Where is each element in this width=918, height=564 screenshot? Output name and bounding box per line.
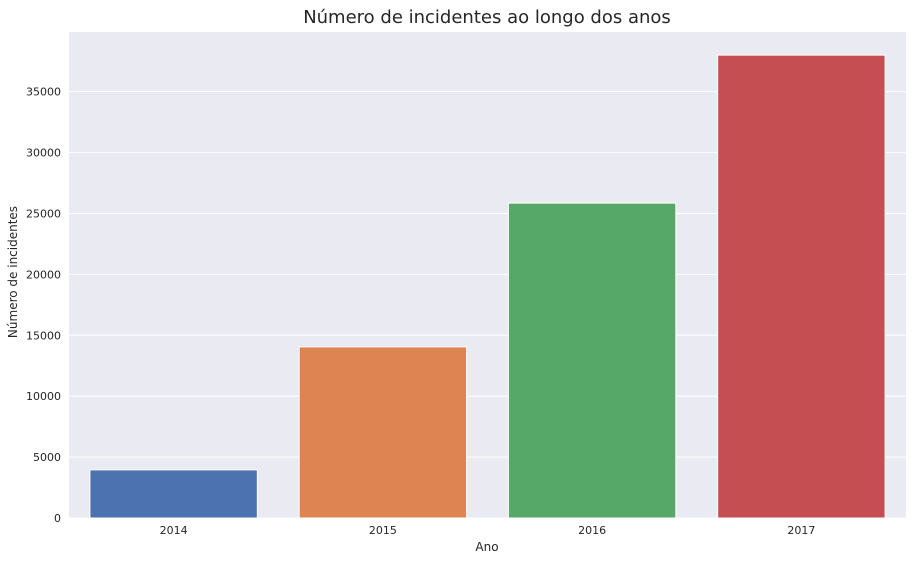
x-axis-ticks: 2014 2015 2016 2017 xyxy=(160,524,816,537)
bar-2014 xyxy=(89,469,258,519)
y-tick-label: 10000 xyxy=(26,390,61,403)
x-tick-label: 2017 xyxy=(787,524,815,537)
y-tick-label: 0 xyxy=(54,512,61,525)
y-tick-label: 5000 xyxy=(33,451,61,464)
x-tick-label: 2015 xyxy=(369,524,397,537)
y-tick-label: 35000 xyxy=(26,86,61,99)
bar-2017 xyxy=(717,54,886,519)
x-tick-label: 2016 xyxy=(578,524,606,537)
bar-2016 xyxy=(507,202,677,519)
bar-2015 xyxy=(298,346,468,519)
chart-title: Número de incidentes ao longo dos anos xyxy=(303,7,671,28)
x-tick-label: 2014 xyxy=(160,524,188,537)
x-axis-label: Ano xyxy=(475,540,498,554)
y-tick-label: 15000 xyxy=(26,329,61,342)
y-axis-ticks: 0 5000 10000 15000 20000 25000 30000 35000 xyxy=(26,86,61,525)
y-tick-label: 20000 xyxy=(26,268,61,281)
y-axis-label: Número de incidentes xyxy=(6,206,20,338)
y-tick-label: 30000 xyxy=(26,147,61,160)
bars xyxy=(89,54,886,519)
y-tick-label: 25000 xyxy=(26,207,61,220)
